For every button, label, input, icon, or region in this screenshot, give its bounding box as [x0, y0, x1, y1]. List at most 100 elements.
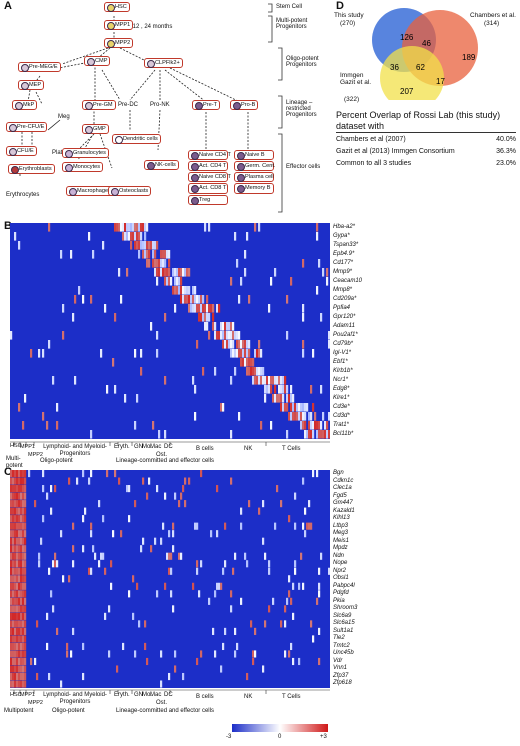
- heatmap-cell: [168, 567, 171, 575]
- heatmap-cell: [20, 500, 23, 508]
- node-osteoclasts: Osteoclasts: [108, 186, 152, 197]
- heatmap-cell: [328, 412, 330, 421]
- heatmap-cell: [302, 522, 305, 530]
- heatmap-c-gene-label: Slc6a15: [333, 620, 355, 627]
- heatmap-cell: [14, 232, 17, 241]
- heatmap-cell: [136, 232, 139, 241]
- heatmap-cell: [286, 295, 289, 304]
- heatmap-cell: [246, 340, 249, 349]
- heatmap-cell: [234, 627, 237, 635]
- heatmap-cell: [10, 537, 13, 545]
- heatmap-cell: [184, 286, 187, 295]
- heatmap-cell: [112, 358, 115, 367]
- heatmap-cell: [98, 500, 101, 508]
- axis-c-mac: Mac: [150, 692, 162, 698]
- heatmap-cell: [326, 268, 329, 277]
- heatmap-cell: [200, 560, 203, 568]
- node-pre-cfu-e-label: Pre-CFU/E: [17, 124, 45, 130]
- axis-b-oligo: Oligo-potent: [40, 458, 73, 464]
- heatmap-cell: [18, 567, 21, 575]
- axis-c-mpp1: MPP1: [20, 692, 35, 698]
- heatmap-cell: [174, 268, 177, 277]
- heatmap-cell: [106, 470, 109, 478]
- heatmap-cell: [10, 597, 13, 605]
- venn-count-immgen: (322): [344, 96, 360, 103]
- heatmap-cell: [54, 560, 57, 568]
- heatmap-cell: [20, 492, 23, 500]
- heatmap-cell: [170, 277, 173, 286]
- heatmap-cell: [144, 620, 147, 628]
- heatmap-cell: [24, 477, 27, 485]
- heatmap-cell: [240, 277, 243, 286]
- heatmap-cell: [134, 500, 137, 508]
- heatmap-b-gene-label: Ceacam10: [333, 278, 363, 284]
- heatmap-cell: [10, 627, 13, 635]
- heatmap-cell: [142, 477, 145, 485]
- node-pro-b: Pro-B: [230, 100, 259, 111]
- heatmap-cell: [22, 567, 25, 575]
- heatmap-cell: [18, 485, 21, 493]
- heatmap-cell: [298, 657, 301, 666]
- heatmap-cell: [140, 545, 143, 553]
- heatmap-cell: [318, 657, 321, 666]
- heatmap-cell: [22, 582, 25, 590]
- heatmap-cell: [258, 349, 261, 358]
- heatmap-c-gene-label: Pdgfd: [333, 590, 349, 597]
- heatmap-cell: [174, 277, 177, 286]
- heatmap-cell: [276, 394, 279, 403]
- heatmap-cell: [14, 635, 17, 643]
- heatmap-cell: [230, 430, 233, 439]
- heatmap-cell: [194, 304, 197, 313]
- heatmap-cell: [22, 522, 25, 530]
- heatmap-cell: [256, 349, 259, 358]
- heatmap-cell: [22, 590, 25, 598]
- heatmap-cell: [288, 650, 291, 658]
- heatmap-cell: [320, 421, 323, 430]
- heatmap-cell: [234, 349, 237, 358]
- heatmap-cell: [22, 515, 25, 523]
- heatmap-cell: [328, 430, 330, 439]
- heatmap-cell: [154, 241, 157, 250]
- heatmap-cell: [302, 582, 305, 590]
- heatmap-cell: [178, 552, 181, 560]
- heatmap-cell: [16, 515, 19, 523]
- heatmap-cell: [248, 367, 251, 376]
- heatmap-cell: [188, 477, 191, 485]
- heatmap-cell: [228, 340, 231, 349]
- heatmap-cell: [156, 241, 159, 250]
- heatmap-cell: [14, 470, 17, 478]
- heatmap-c-gene-label: Pabpc4l: [333, 582, 355, 589]
- heatmap-cell: [230, 376, 233, 385]
- heatmap-cell: [12, 537, 15, 545]
- node-tcell: Act. CD4 T: [188, 161, 228, 172]
- panel-letter-b: B: [4, 220, 12, 232]
- heatmap-cell: [318, 430, 321, 439]
- heatmap-cell: [12, 575, 15, 583]
- heatmap-cell: [258, 376, 261, 385]
- heatmap-c-gene-label: Cdkn1c: [333, 477, 354, 484]
- heatmap-cell: [22, 421, 25, 430]
- heatmap-cell: [316, 232, 319, 241]
- heatmap-cell: [200, 304, 203, 313]
- heatmap-cell: [230, 322, 233, 331]
- heatmap-cell: [140, 232, 143, 241]
- heatmap-cell: [248, 340, 251, 349]
- heatmap-cell: [300, 403, 303, 412]
- venn-label-immgen: Immgen Gazit et al.: [340, 72, 372, 86]
- node-monocytes-label: Monocytes: [73, 164, 101, 170]
- heatmap-cell: [264, 552, 267, 560]
- label-meg: Meg: [58, 114, 70, 120]
- heatmap-cell: [10, 545, 13, 553]
- heatmap-cell: [310, 430, 313, 439]
- heatmap-cell: [178, 268, 181, 277]
- heatmap-cell: [322, 268, 325, 277]
- heatmap-cell: [104, 612, 107, 620]
- heatmap-cell: [294, 492, 297, 500]
- heatmap-cell: [174, 650, 177, 658]
- heatmap-cell: [284, 605, 287, 613]
- overlap-row-value: 36.3%: [496, 148, 516, 155]
- heatmap-cell: [224, 340, 227, 349]
- heatmap-cell: [280, 376, 283, 385]
- heatmap-cell: [10, 515, 13, 523]
- overlap-table-divider: [336, 132, 516, 133]
